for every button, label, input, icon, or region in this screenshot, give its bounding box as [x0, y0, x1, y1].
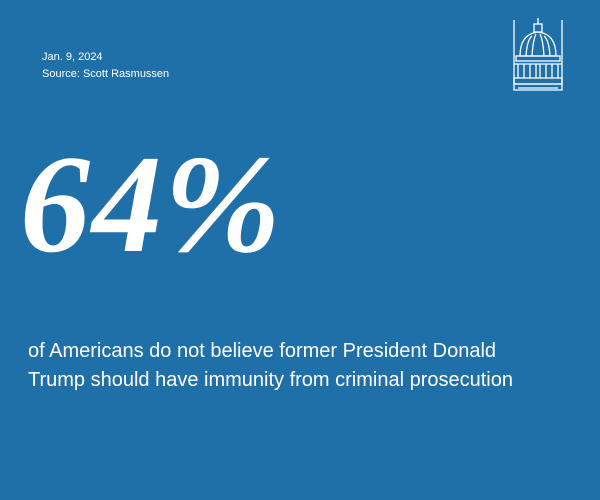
stat-description: of Americans do not believe former Presi… — [28, 340, 513, 391]
logo — [513, 18, 563, 91]
source: Source: Scott Rasmussen — [42, 68, 170, 80]
date: Jan. 9, 2024 — [42, 51, 103, 63]
stat-value: 64% — [20, 127, 283, 282]
